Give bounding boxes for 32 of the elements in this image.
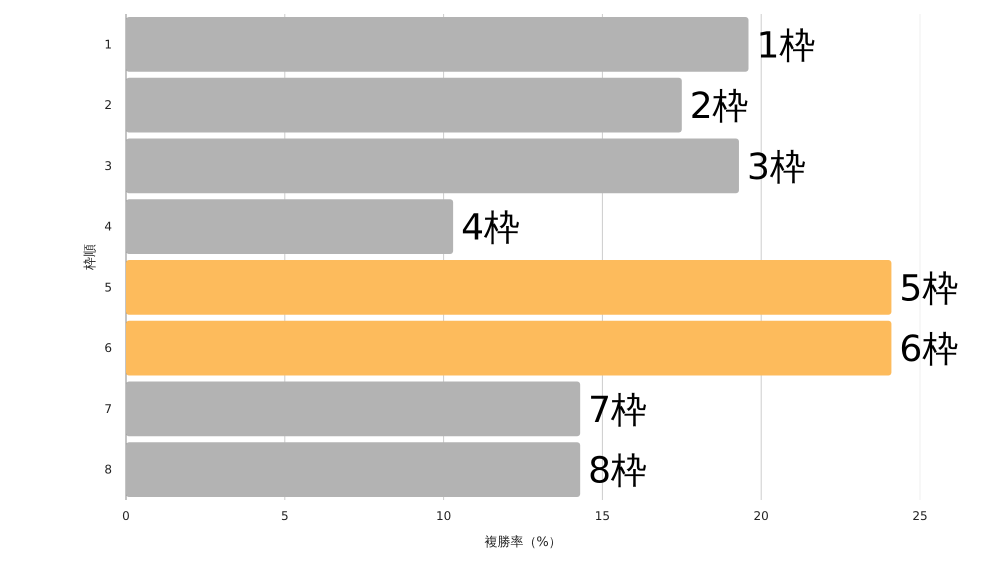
bar: [126, 138, 739, 194]
bar: [126, 78, 682, 132]
x-tick-label: 0: [122, 509, 130, 523]
x-tick-label: 5: [280, 509, 289, 523]
bar: [126, 382, 580, 436]
y-tick-label: 7: [104, 402, 112, 416]
y-tick-label: 3: [104, 158, 112, 173]
y-tick-label: 6: [104, 341, 112, 356]
annotation: 5枠: [899, 268, 958, 310]
x-axis-title: 複勝率（%）: [484, 534, 562, 550]
y-tick-label: 2: [104, 98, 112, 112]
y-tick-label: 1: [104, 37, 112, 52]
annotation: 6枠: [899, 329, 958, 370]
bar: [126, 442, 580, 497]
x-tick-label: 20: [754, 509, 769, 523]
y-axis-title: 枠順: [83, 244, 98, 271]
annotation: 8枠: [588, 450, 648, 492]
bar: [126, 320, 892, 376]
y-tick-label: 5: [104, 280, 112, 294]
annotation: 4枠: [461, 208, 520, 249]
annotation: 7枠: [588, 390, 648, 431]
annotation: 2枠: [690, 86, 749, 128]
y-tick-label: 8: [104, 462, 112, 477]
x-tick-label: 25: [912, 509, 928, 523]
y-tick-label: 4: [104, 220, 112, 234]
bar: [126, 199, 454, 254]
annotation: 1枠: [756, 25, 816, 66]
x-tick-label: 15: [594, 509, 610, 523]
annotation: 3枠: [746, 146, 806, 188]
bar: [126, 17, 748, 72]
bar: [126, 260, 892, 315]
x-tick-label: 10: [436, 509, 452, 523]
